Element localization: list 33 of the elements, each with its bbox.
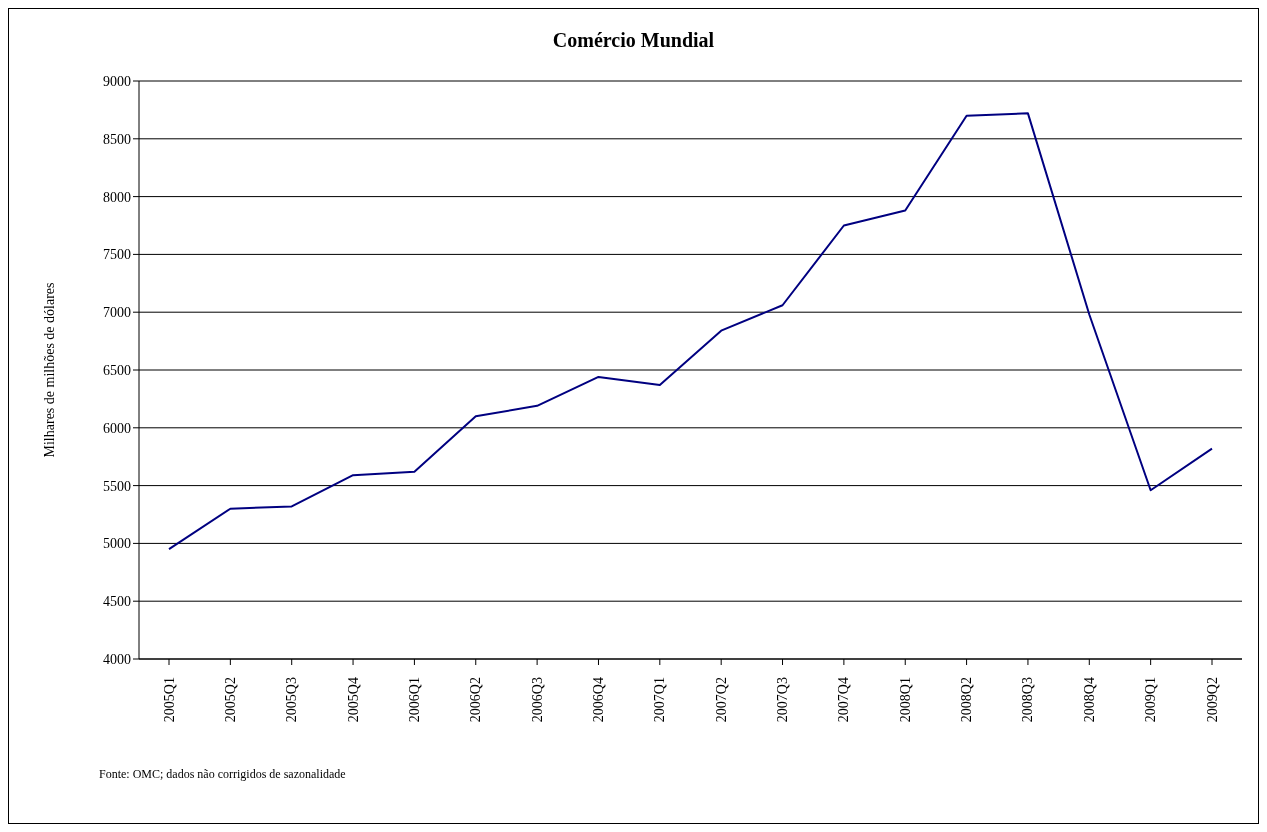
x-tick-label: 2009Q1 [1143, 677, 1159, 723]
x-tick-label: 2007Q2 [713, 677, 729, 723]
y-tick-label: 5500 [103, 478, 131, 494]
x-tick-label: 2005Q4 [345, 677, 361, 723]
y-tick-label: 8500 [103, 131, 131, 147]
y-tick-label: 6500 [103, 362, 131, 378]
x-tick-label: 2007Q1 [652, 677, 668, 723]
y-tick-label: 9000 [103, 73, 131, 89]
y-tick-label: 5000 [103, 536, 131, 552]
x-tick-label: 2007Q3 [775, 677, 791, 723]
y-tick-label: 6000 [103, 420, 131, 436]
x-tick-label: 2008Q1 [897, 677, 913, 723]
y-axis-title: Milhares de milhões de dólares [41, 282, 57, 458]
x-tick-label: 2006Q1 [406, 677, 422, 723]
x-tick-label: 2006Q4 [590, 677, 606, 723]
x-tick-label: 2009Q2 [1204, 677, 1220, 723]
x-tick-label: 2005Q2 [222, 677, 238, 723]
x-tick-label: 2008Q2 [959, 677, 975, 723]
x-tick-label: 2006Q3 [529, 677, 545, 723]
x-tick-label: 2005Q1 [161, 677, 177, 723]
x-tick-label: 2005Q3 [284, 677, 300, 723]
y-tick-label: 4500 [103, 594, 131, 610]
chart-title: Comércio Mundial [551, 29, 716, 52]
line-series [168, 112, 1213, 551]
x-tick-label: 2007Q4 [836, 677, 852, 723]
source-note: Fonte: OMC; dados não corrigidos de sazonalidade [99, 767, 346, 782]
x-tick-label: 2006Q2 [468, 677, 484, 723]
y-tick-label: 4000 [103, 651, 131, 667]
y-tick-label: 7500 [103, 247, 131, 263]
x-tick-label: 2008Q4 [1081, 677, 1097, 723]
y-tick-label: 7000 [103, 305, 131, 321]
y-tick-label: 8000 [103, 189, 131, 205]
x-tick-label: 2008Q3 [1020, 677, 1036, 723]
